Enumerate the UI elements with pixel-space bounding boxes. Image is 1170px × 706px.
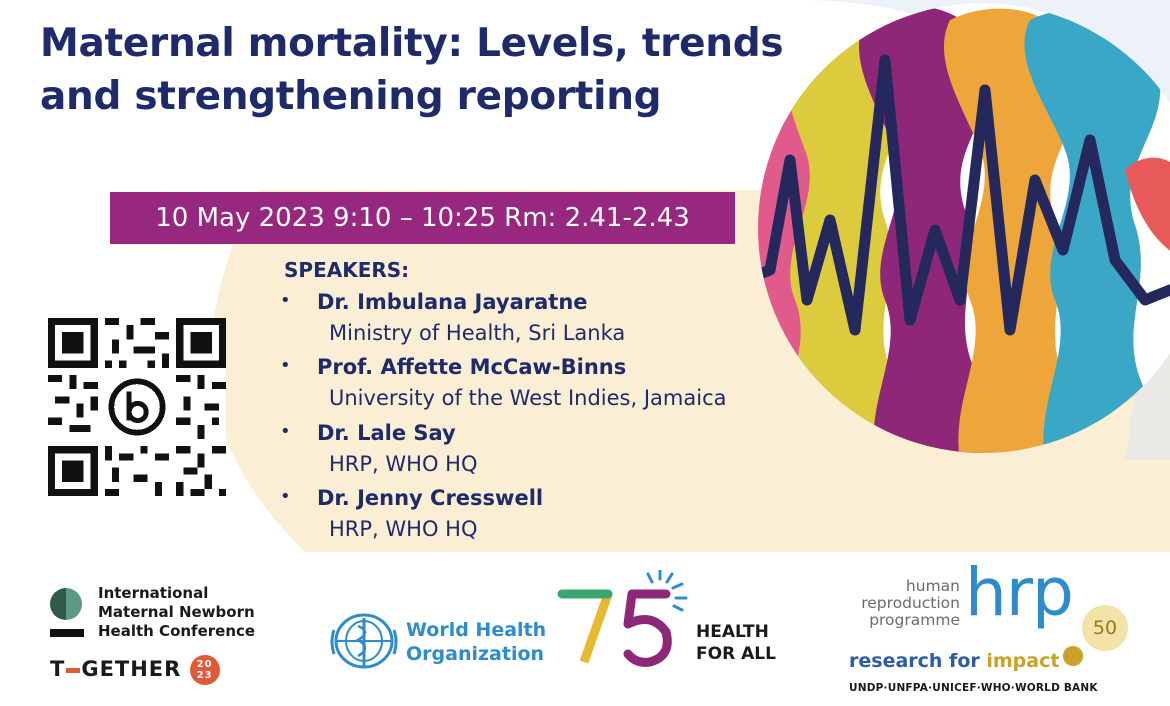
hrp-tagline: research for impact [849, 650, 1059, 672]
who-emblem-icon [330, 613, 398, 669]
conference-circle-icon [50, 588, 84, 637]
speaker-name: Dr. Lale Say [317, 421, 456, 445]
year-badge-top: 20 [196, 659, 213, 670]
year-badge: 20 23 [189, 655, 220, 685]
speakers-heading: SPEAKERS: [284, 258, 410, 282]
bullet-point: • [280, 486, 291, 507]
conference-line-2: Maternal Newborn [98, 603, 255, 621]
page-title: Maternal mortality: Levels, trends and s… [40, 21, 784, 119]
health-for-all-line-2: FOR ALL [696, 644, 776, 664]
together-rest: GETHER [81, 657, 182, 681]
bullet-point: • [280, 355, 291, 376]
who-name: World Health Organization [406, 618, 546, 666]
event-date-room-banner: 10 May 2023 9:10 – 10:25 Rm: 2.41-2.43 [110, 192, 735, 244]
hrp-full-name: human reproduction programme [820, 578, 960, 629]
who-line-1: World Health [406, 619, 547, 641]
speaker-name: Prof. Affette McCaw-Binns [317, 355, 627, 379]
together-letter-t: T [50, 657, 66, 681]
speaker-name: Dr. Jenny Cresswell [317, 486, 544, 510]
hrp-gold-dot-icon [1063, 646, 1083, 666]
bullet-point: • [280, 290, 291, 311]
bullet-point: • [280, 421, 291, 442]
bitly-logo-icon [108, 378, 166, 436]
together-dash-icon [66, 667, 81, 673]
health-for-all-text: HEALTH FOR ALL [696, 621, 776, 665]
who-line-2: Organization [406, 643, 545, 665]
speaker-affiliation: HRP, WHO HQ [329, 452, 478, 476]
hrp-wordmark: hrp [965, 554, 1074, 631]
speaker-name: Dr. Imbulana Jayaratne [317, 290, 588, 314]
conference-name: International Maternal Newborn Health Co… [98, 584, 255, 641]
women-silhouettes-artwork [758, 0, 1170, 460]
conference-line-1: International [98, 584, 209, 602]
conference-line-3: Health Conference [98, 622, 256, 640]
sun-rays-icon [646, 570, 688, 612]
together-wordmark: T GETHER 20 23 [50, 655, 220, 685]
hrp-word-1: human [905, 577, 960, 595]
hrp-partners: UNDP·UNFPA·UNICEF·WHO·WORLD BANK [849, 682, 1098, 694]
hrp-word-3: programme [869, 611, 960, 629]
speaker-affiliation: University of the West Indies, Jamaica [329, 386, 727, 410]
hrp-50-badge: 50 [1082, 605, 1128, 651]
hrp-tagline-part1: research for [849, 650, 987, 672]
qr-code-icon[interactable] [48, 318, 226, 496]
speaker-affiliation: HRP, WHO HQ [329, 517, 478, 541]
year-badge-bottom: 23 [196, 670, 213, 681]
hrp-tagline-part2: impact [986, 650, 1060, 672]
hrp-word-2: reproduction [861, 594, 960, 612]
health-for-all-line-1: HEALTH [696, 622, 769, 642]
anniversary-75-logo [557, 570, 688, 667]
speaker-affiliation: Ministry of Health, Sri Lanka [329, 321, 626, 345]
